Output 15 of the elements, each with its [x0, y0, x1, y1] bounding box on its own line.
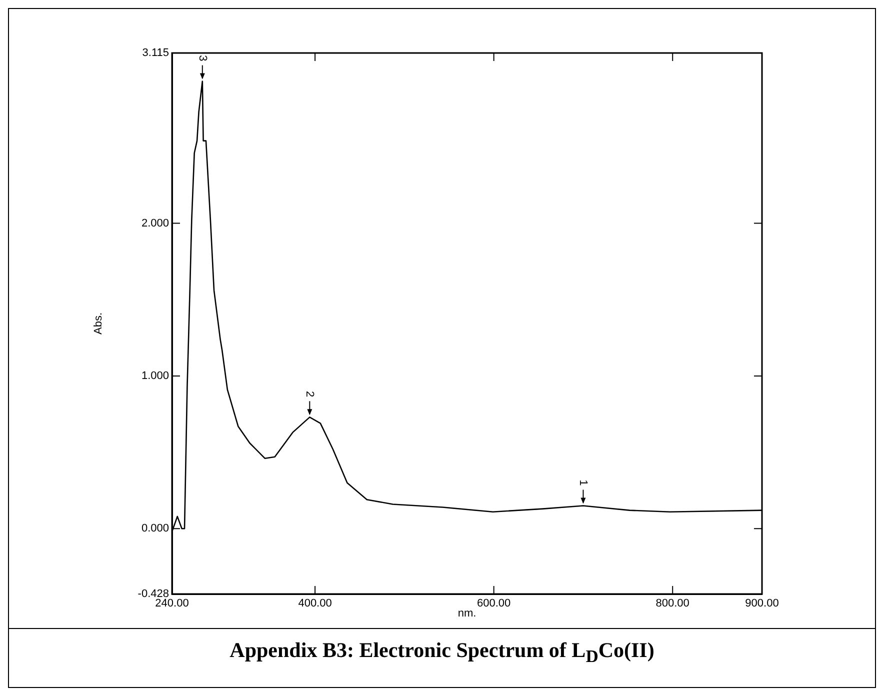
y-tick-label: 3.115 — [142, 47, 169, 60]
y-tick-label: 1.000 — [141, 370, 169, 382]
x-tick-label: 400.00 — [298, 598, 332, 610]
y-axis-title: Abs. — [92, 312, 105, 335]
text: Appendix B3: Electronic Spectrum of L$_{D}$Co(II) — [228, 638, 656, 668]
x-tick-label: 900.00 — [745, 598, 779, 610]
x-axis-title: nm. — [458, 607, 476, 620]
annotation: 1 — [577, 480, 590, 486]
x-tick-label: 800.00 — [656, 598, 690, 610]
annotation: 3 — [196, 55, 208, 62]
y-tick-label: 0.000 — [141, 522, 169, 535]
annotation: 2 — [304, 391, 316, 398]
x-tick-label: 240.00 — [155, 598, 189, 610]
x-tick-label: 600.00 — [476, 598, 511, 610]
y-tick-label: 2.000 — [141, 217, 169, 230]
